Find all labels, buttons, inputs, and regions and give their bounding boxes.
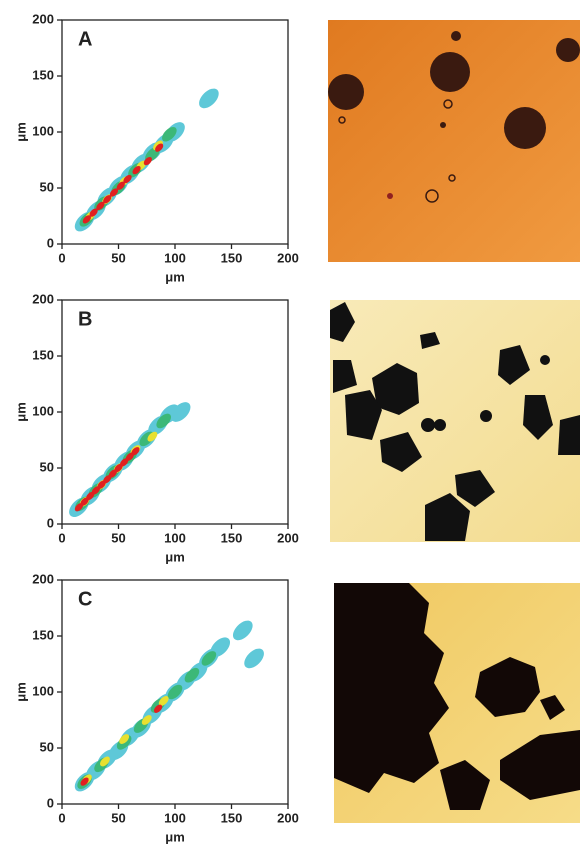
density-blob [170,402,191,422]
density-blob [199,88,219,109]
density-blob [120,458,129,467]
x-tick-label: 100 [164,810,186,825]
x-tick-label: 50 [111,250,125,265]
panel-label: A [78,28,92,50]
x-tick-label: 0 [58,810,65,825]
density-blob [167,684,183,700]
density-blob [158,696,169,706]
density-blob [125,452,134,461]
density-blob [97,480,106,489]
x-tick-label: 0 [58,530,65,545]
y-axis-label: μm [13,122,28,142]
density-blob [80,497,89,506]
density-blob [153,704,163,713]
density-blob [80,777,89,786]
y-tick-label: 150 [32,627,54,642]
x-axis-label: μm [165,269,185,284]
y-tick-label: 200 [32,291,54,306]
density-blob [109,188,119,197]
x-tick-label: 0 [58,250,65,265]
x-tick-label: 150 [221,810,243,825]
x-tick-label: 100 [164,530,186,545]
density-blob [74,503,84,512]
density-blob [147,431,158,442]
x-tick-label: 100 [164,250,186,265]
panel-label: B [78,308,92,330]
density-blob [82,215,91,224]
density-blob [155,143,164,152]
y-tick-label: 100 [32,683,54,698]
x-tick-label: 50 [111,810,125,825]
x-tick-label: 200 [277,250,299,265]
density-blob [143,156,153,166]
density-blob [201,651,217,666]
density-blob [156,413,171,429]
density-blob [89,208,98,217]
density-blob [132,165,141,175]
y-tick-label: 50 [40,179,54,194]
density-blob [116,181,125,190]
x-axis-label: μm [165,549,185,564]
x-tick-label: 150 [221,530,243,545]
y-tick-label: 50 [40,739,54,754]
density-blob [119,734,130,744]
density-blob [141,715,152,725]
panel-label: C [78,588,92,610]
y-tick-label: 100 [32,403,54,418]
density-blob [108,469,117,478]
density-blob [103,195,112,204]
y-tick-label: 150 [32,347,54,362]
density-blob [86,491,95,501]
density-blob [131,447,140,456]
micrograph-c [334,583,580,823]
y-tick-label: 100 [32,123,54,138]
x-axis-label: μm [165,829,185,844]
density-blob [96,201,105,211]
density-blob [123,174,132,184]
y-tick-label: 0 [47,795,54,810]
x-tick-label: 50 [111,530,125,545]
x-tick-label: 200 [277,530,299,545]
density-blob [244,648,264,669]
micrograph-a [328,20,580,262]
y-axis-label: μm [13,682,28,702]
y-tick-label: 200 [32,571,54,586]
y-tick-label: 200 [32,11,54,26]
y-tick-label: 50 [40,459,54,474]
x-tick-label: 150 [221,250,243,265]
density-blob [100,756,110,767]
y-tick-label: 0 [47,235,54,250]
y-axis-label: μm [13,402,28,422]
y-tick-label: 0 [47,515,54,530]
y-tick-label: 150 [32,67,54,82]
density-blob [232,620,253,641]
density-blob [91,486,101,495]
x-tick-label: 200 [277,810,299,825]
density-blob [114,463,123,473]
density-blob [103,475,112,484]
density-blob [184,667,200,683]
density-blob [162,126,177,142]
micrograph-b [330,300,580,542]
